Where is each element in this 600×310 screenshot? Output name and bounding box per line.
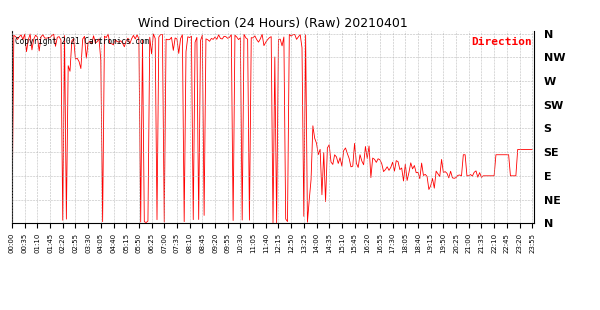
Title: Wind Direction (24 Hours) (Raw) 20210401: Wind Direction (24 Hours) (Raw) 20210401 bbox=[138, 17, 408, 30]
Text: Direction: Direction bbox=[472, 37, 532, 47]
Text: Copyright 2021 Cartronics.com: Copyright 2021 Cartronics.com bbox=[14, 37, 149, 46]
